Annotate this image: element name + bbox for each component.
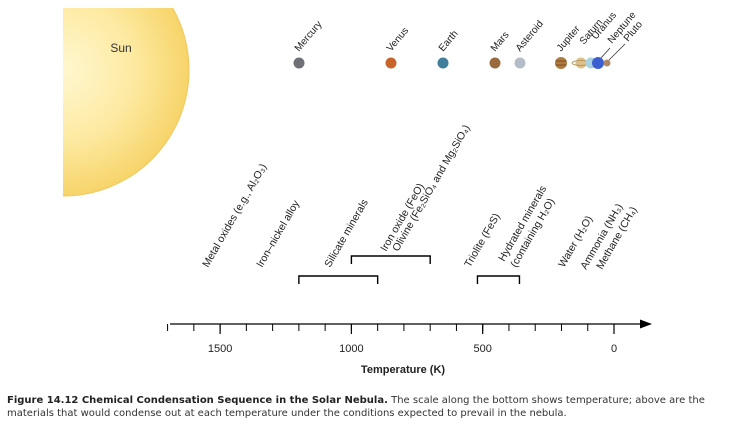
asteroid-icon: [514, 57, 526, 69]
caption-text: The scale along the bottom shows tempera…: [7, 395, 705, 419]
material-label: Silicate minerals: [322, 197, 371, 269]
jupiter-icon: [555, 57, 567, 69]
temperature-ranges: [298, 255, 521, 284]
planet-label: Mars: [489, 30, 512, 54]
sun-label: Sun: [110, 41, 131, 55]
range-bracket: [476, 275, 521, 284]
saturn-icon: [575, 57, 587, 69]
pluto-icon: [603, 59, 611, 67]
material-label: Olivine (Fe₂SiO₄ and Mg₂SiO₄): [390, 123, 472, 254]
temperature-axis: 1500 1000 500 0 Temperature (K): [167, 319, 652, 376]
mars-icon: [489, 57, 501, 69]
axis-label: Temperature (K): [361, 364, 445, 376]
material-label: Iron–nickel alloy: [254, 198, 302, 270]
figure-caption: Figure 14.12 Chemical Condensation Seque…: [7, 394, 723, 420]
range-bracket: [298, 275, 379, 284]
planet-label: Earth: [437, 29, 461, 54]
axis-tick-label: 0: [611, 343, 617, 355]
axis-arrow-icon: [640, 319, 652, 329]
material-labels: Metal oxides (e.g., Al₂O₃) Iron–nickel a…: [200, 123, 640, 272]
planet-row: Mercury Venus Earth Mars Asteroid Jupite…: [293, 10, 645, 69]
venus-icon: [385, 57, 397, 69]
axis-tick-label: 1500: [208, 343, 232, 355]
axis-major-ticks: 1500 1000 500 0: [208, 324, 617, 355]
planet-mars: Mars: [489, 30, 512, 69]
sun: Sun: [63, 8, 190, 197]
planet-asteroid: Asteroid: [514, 19, 546, 69]
material-label: Triolite (FeS): [462, 211, 503, 269]
planet-earth: Earth: [437, 29, 461, 69]
axis-minor-ticks: [167, 324, 615, 331]
axis-tick-label: 500: [474, 343, 492, 355]
planet-label: Mercury: [293, 19, 325, 54]
planet-label: Venus: [385, 26, 411, 54]
range-bracket: [350, 255, 431, 264]
planet-label: Asteroid: [514, 19, 546, 54]
condensation-diagram: Sun Mercury Venus Earth Mars Asteroid Ju…: [63, 8, 652, 376]
neptune-icon: [592, 57, 604, 69]
caption-title: Figure 14.12 Chemical Condensation Seque…: [7, 395, 388, 406]
planet-venus: Venus: [385, 26, 411, 69]
planet-mercury: Mercury: [293, 19, 325, 69]
earth-icon: [437, 57, 449, 69]
mercury-icon: [293, 57, 305, 69]
axis-tick-label: 1000: [339, 343, 363, 355]
